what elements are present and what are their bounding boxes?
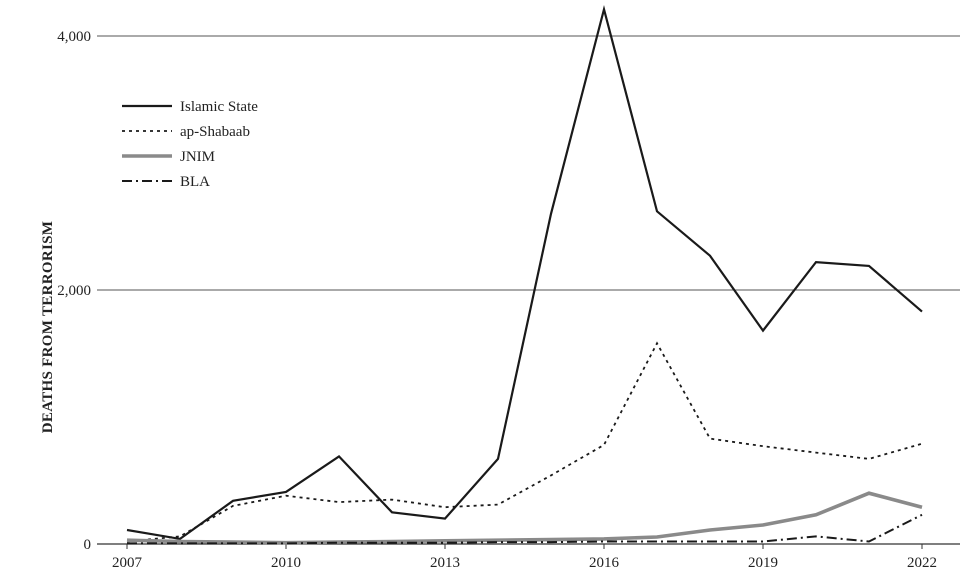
series-line-ap-shabaab <box>126 341 923 543</box>
x-tick-label: 2010 <box>271 555 301 571</box>
x-tick-label: 2016 <box>589 555 620 571</box>
series-line-islamic-state <box>126 4 923 541</box>
y-axis-ticks: 0 2,000 4,000 <box>57 29 91 553</box>
y-tick-label: 2,000 <box>57 283 91 299</box>
legend-label: Islamic State <box>180 99 258 115</box>
x-axis-ticks: 2007 2010 2013 2016 2019 2022 <box>112 544 937 571</box>
y-axis-label: DEATHS FROM TERRORISM <box>40 221 56 433</box>
legend-label: BLA <box>180 174 210 190</box>
legend-label: ap-Shabaab <box>180 124 250 140</box>
y-tick-label: 0 <box>84 537 92 553</box>
legend: Islamic State ap-Shabaab JNIM BLA <box>122 99 258 190</box>
x-tick-label: 2007 <box>112 555 143 571</box>
x-tick-label: 2013 <box>430 555 460 571</box>
series-line-jnim <box>126 491 923 545</box>
x-tick-label: 2019 <box>748 555 778 571</box>
y-tick-label: 4,000 <box>57 29 91 45</box>
series-lines <box>126 4 923 545</box>
gridlines <box>97 35 960 545</box>
series-line-bla <box>127 513 923 545</box>
x-tick-label: 2022 <box>907 555 937 571</box>
legend-label: JNIM <box>180 149 215 165</box>
